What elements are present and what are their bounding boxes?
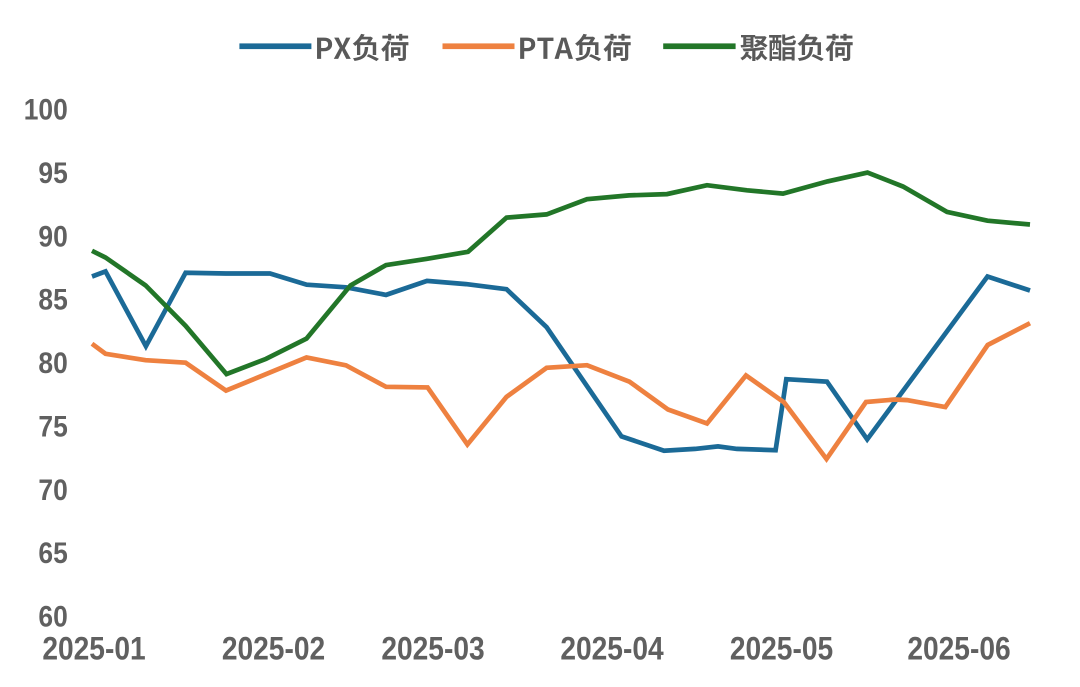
svg-text:95: 95 (38, 155, 67, 189)
svg-text:70: 70 (38, 472, 67, 506)
svg-text:85: 85 (38, 282, 67, 316)
svg-text:100: 100 (24, 92, 68, 126)
svg-text:2025-03: 2025-03 (381, 632, 484, 667)
svg-text:75: 75 (38, 409, 67, 443)
svg-text:2025-05: 2025-05 (730, 632, 833, 667)
svg-text:65: 65 (38, 536, 67, 570)
svg-text:80: 80 (38, 345, 67, 379)
svg-text:2025-02: 2025-02 (222, 632, 325, 667)
svg-text:2025-04: 2025-04 (560, 632, 664, 667)
svg-text:2025-06: 2025-06 (907, 632, 1010, 667)
svg-text:2025-01: 2025-01 (42, 632, 145, 667)
svg-text:90: 90 (38, 219, 67, 253)
svg-text:60: 60 (38, 599, 67, 633)
